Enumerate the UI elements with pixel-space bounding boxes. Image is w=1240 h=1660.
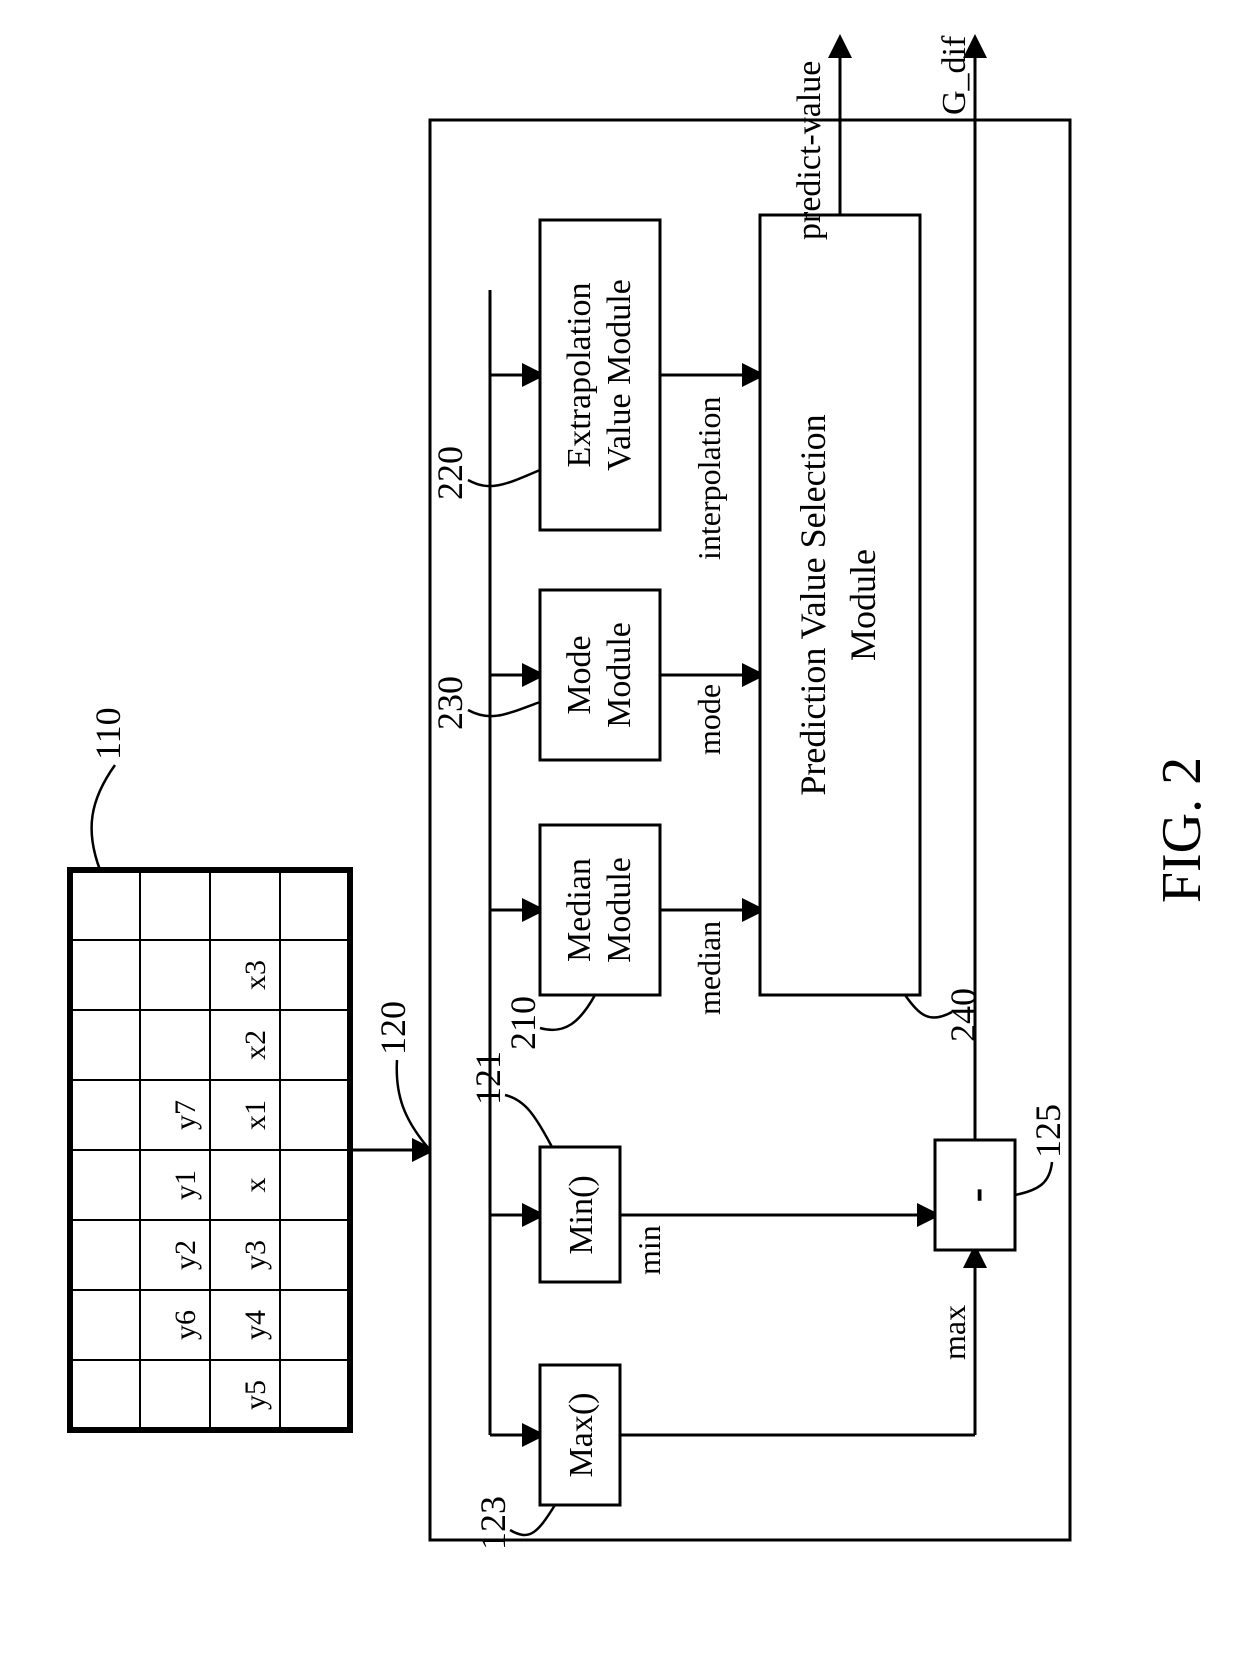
cell-y5: y5 — [239, 1380, 272, 1410]
ref-210: 210 — [503, 996, 543, 1050]
ref-220: 220 — [430, 446, 470, 500]
median-label-1: Median — [561, 858, 598, 962]
extrap-label-1: Extrapolation — [561, 282, 598, 467]
ref-230: 230 — [430, 676, 470, 730]
gdif-label: G_dif — [936, 35, 973, 115]
ref-240: 240 — [943, 988, 983, 1042]
cell-y4: y4 — [239, 1310, 272, 1340]
select-label-2: Module — [843, 549, 883, 661]
cell-y2: y2 — [169, 1240, 202, 1270]
cell-y1: y1 — [169, 1170, 202, 1200]
cell-x2: x2 — [239, 1030, 272, 1060]
mode-out-label: mode — [691, 684, 727, 755]
ref-110: 110 — [88, 707, 128, 760]
ref-125: 125 — [1028, 1104, 1068, 1158]
max-out-label: max — [936, 1305, 972, 1360]
cell-x: x — [239, 1178, 272, 1193]
cell-x1: x1 — [239, 1100, 272, 1130]
mode-label-1: Mode — [561, 635, 598, 714]
min-label: Min() — [563, 1175, 600, 1254]
ref-121: 121 — [468, 1051, 508, 1105]
cell-y6: y6 — [169, 1310, 202, 1340]
ref-123: 123 — [473, 1496, 513, 1550]
min-out-label: min — [631, 1225, 667, 1275]
median-label-2: Module — [601, 857, 638, 963]
median-out-label: median — [691, 921, 727, 1015]
sub-label: - — [951, 1188, 1000, 1203]
extrap-out-label: interpolation — [691, 396, 727, 560]
figure-label: FIG. 2 — [1151, 757, 1213, 903]
predict-label: predict-value — [791, 61, 828, 240]
select-label-1: Prediction Value Selection — [793, 414, 833, 795]
cell-y7: y7 — [169, 1100, 202, 1130]
ref-120: 120 — [373, 1001, 413, 1055]
cell-x3: x3 — [239, 960, 272, 990]
pixel-grid-block: y6 y2 y1 y7 y5 y4 y3 x x1 x2 x3 110 — [70, 707, 350, 1430]
cell-y3: y3 — [239, 1240, 272, 1270]
extrap-label-2: Value Module — [601, 279, 638, 471]
max-label: Max() — [563, 1393, 600, 1478]
mode-label-2: Module — [601, 622, 638, 728]
